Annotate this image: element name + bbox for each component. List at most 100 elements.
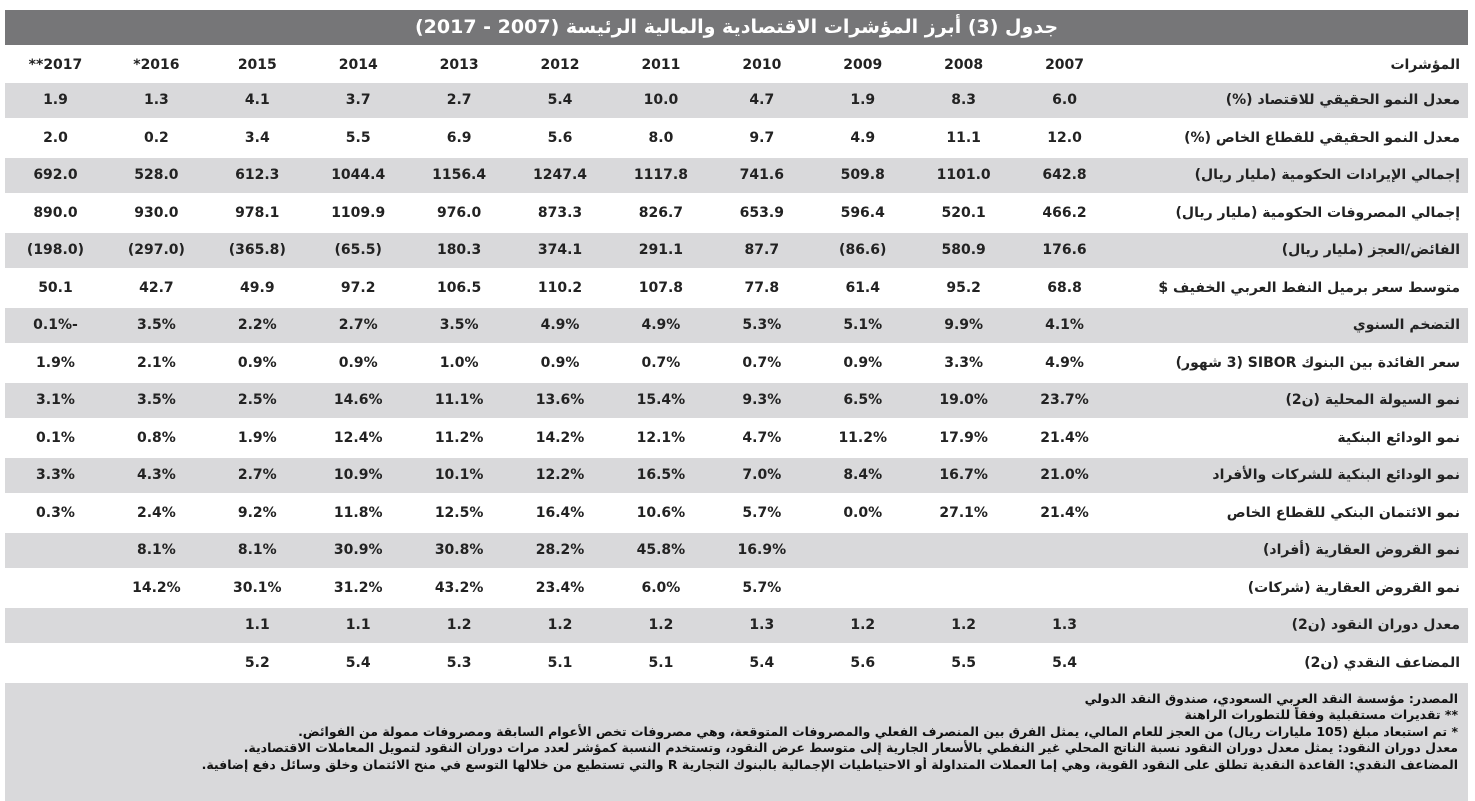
table-cell: 5.4	[307, 643, 409, 681]
table-cell: 45.8%	[610, 530, 712, 569]
table-cell: 1117.8	[610, 155, 712, 194]
table-cell: 23.4%	[509, 568, 611, 607]
table-cell: 13.6%	[509, 380, 611, 419]
table-cell	[5, 643, 106, 681]
table-cell: 1.1	[307, 605, 409, 644]
table-cell: 77.8	[711, 268, 813, 307]
table-cell: 0.8%	[105, 418, 207, 457]
table-cell: 180.3	[408, 230, 510, 269]
table-cell: 1156.4	[408, 155, 510, 194]
table-title: جدول (3) أبرز المؤشرات الاقتصادية والمال…	[5, 10, 1468, 45]
header-year: 2007	[1014, 47, 1115, 83]
table-cell: 16.9%	[711, 530, 813, 569]
table-cell: 3.5%	[105, 380, 207, 419]
table-cell: 8.1%	[206, 530, 308, 569]
table-cell: 5.4	[711, 643, 813, 681]
table-cell: 21.0%	[1014, 455, 1115, 494]
table-cell: 6.0%	[610, 568, 712, 607]
table-cell	[105, 605, 207, 644]
table-cell: 0.7%	[610, 343, 712, 382]
table-cell: 1.2	[509, 605, 611, 644]
table-cell: 2.7	[408, 82, 510, 119]
table-cell: 8.0	[610, 118, 712, 157]
table-row: معدل النمو الحقيقي للقطاع الخاص (%) 12.0 1…	[5, 118, 1468, 157]
table-cell: 1.0%	[408, 343, 510, 382]
table-cell: 68.8	[1014, 268, 1115, 307]
table-cell: 4.7%	[711, 418, 813, 457]
table-cell: 176.6	[1014, 230, 1115, 269]
header-year: 2008	[913, 47, 1015, 83]
table-cell: 653.9	[711, 193, 813, 232]
table-cell: 3.3%	[913, 343, 1015, 382]
table-cell: 612.3	[206, 155, 308, 194]
table-cell: 10.1%	[408, 455, 510, 494]
header-year: 2017**	[5, 47, 106, 83]
table-cell: 596.4	[812, 193, 914, 232]
table-cell: 5.1	[610, 643, 712, 681]
table-row: متوسط سعر برميل النفط العربي الخفيف $68.…	[5, 268, 1468, 307]
table-row: نمو الودائع البنكية للشركات والأفراد 21.0…	[5, 455, 1468, 494]
table-cell: 16.7%	[913, 455, 1015, 494]
table-cell: 1247.4	[509, 155, 611, 194]
table-cell: 0.9%	[812, 343, 914, 382]
table-cell: 741.6	[711, 155, 813, 194]
table-cell: 49.9	[206, 268, 308, 307]
table-cell	[913, 568, 1015, 607]
table-cell	[913, 530, 1015, 569]
table-cell: 1.3	[711, 605, 813, 644]
table-cell: 10.0	[610, 82, 712, 119]
table-cell: 6.5%	[812, 380, 914, 419]
table-cell: 291.1	[610, 230, 712, 269]
table-cell: 5.2	[206, 643, 308, 681]
table-cell: 4.9%	[610, 305, 712, 344]
table-cell: 23.7%	[1014, 380, 1115, 419]
table-cell: 890.0	[5, 193, 106, 232]
table-cell: 3.4	[206, 118, 308, 157]
table-cell: 5.1	[509, 643, 611, 681]
table-cell: 43.2%	[408, 568, 510, 607]
table-cell: 8.3	[913, 82, 1015, 119]
header-label: المؤشرات	[1115, 47, 1468, 83]
table-cell: 1.3	[1014, 605, 1115, 644]
table-cell: 1.1	[206, 605, 308, 644]
table-cell: 4.9	[812, 118, 914, 157]
row-label: نمو القروض العقارية (أفراد)	[1115, 530, 1468, 569]
table-cell: 14.2%	[509, 418, 611, 457]
table-cell: 5.4	[509, 82, 611, 119]
table-cell: 11.2%	[408, 418, 510, 457]
header-row: المؤشرات 2007 2008 2009 2010 2011 2012 2013 201…	[5, 47, 1468, 83]
table-cell: 19.0%	[913, 380, 1015, 419]
table-cell: 12.4%	[307, 418, 409, 457]
table-cell: 978.1	[206, 193, 308, 232]
table-cell: 4.9%	[509, 305, 611, 344]
table-cell: 27.1%	[913, 493, 1015, 532]
table-cell: 107.8	[610, 268, 712, 307]
table-cell: 16.4%	[509, 493, 611, 532]
table-cell: 4.3%	[105, 455, 207, 494]
table-cell: (198.0)	[5, 230, 106, 269]
table-cell: 2.5%	[206, 380, 308, 419]
header-year: 2009	[812, 47, 914, 83]
table-cell: 5.5	[307, 118, 409, 157]
table-cell: 5.7%	[711, 493, 813, 532]
footnote: ** تقديرات مستقبلية وفقاً للتطورات الراه…	[1184, 707, 1459, 722]
table-cell: 1.2	[408, 605, 510, 644]
table-cell: 3.5%	[408, 305, 510, 344]
table-cell: 3.1%	[5, 380, 106, 419]
table-cell: 1.9	[5, 82, 106, 119]
table-row: نمو القروض العقارية (أفراد) 16.9% 45.8% 28.…	[5, 530, 1468, 569]
table-cell: 0.1%	[5, 418, 106, 457]
table-row: معدل النمو الحقيقي للاقتصاد (%) 6.0 8.3 1.9…	[5, 82, 1468, 119]
table-cell: 5.4	[1014, 643, 1115, 681]
table-cell: (297.0)	[105, 230, 207, 269]
header-year: 2012	[509, 47, 611, 83]
row-label: نمو الودائع البنكية للشركات والأفراد	[1115, 455, 1468, 494]
table-cell	[105, 643, 207, 681]
row-label: نمو القروض العقارية (شركات)	[1115, 568, 1468, 607]
header-year: 2016*	[105, 47, 207, 83]
header-year: 2015	[206, 47, 308, 83]
table-cell: 12.0	[1014, 118, 1115, 157]
table-cell: 11.8%	[307, 493, 409, 532]
row-label: نمو الائتمان البنكي للقطاع الخاص	[1115, 493, 1468, 532]
table-cell: 50.1	[5, 268, 106, 307]
